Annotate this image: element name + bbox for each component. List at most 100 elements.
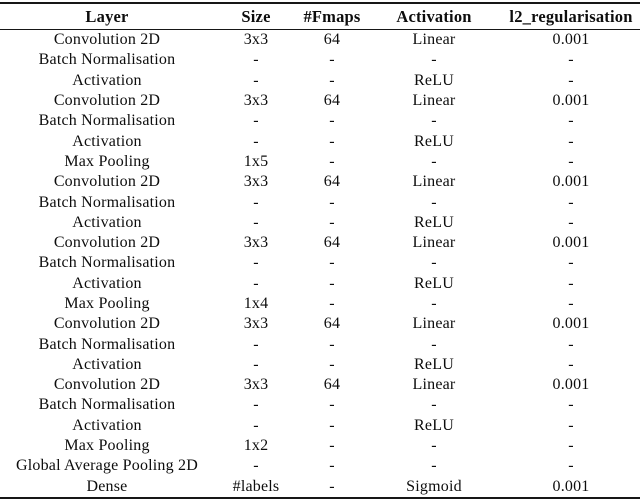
table-cell: Activation [72,71,142,89]
table-cell: Dense [86,477,128,495]
table-cell: - [329,213,335,231]
header-activation: Activation [366,3,502,30]
table-cell: - [253,396,259,414]
table-cell: 3x3 [243,92,269,110]
table-cell: Batch Normalisation [38,193,176,211]
table-cell: 1x4 [243,295,269,312]
table-cell: 3x3 [243,376,269,394]
table-cell: 64 [323,315,341,333]
table-cell: - [253,416,259,434]
table-cell: - [253,355,259,373]
table-cell: - [253,193,259,211]
table-cell: - [253,112,259,130]
table-row: Activation - - ReLU - [0,274,640,294]
table-cell: - [568,416,574,434]
table-cell: 64 [323,234,341,252]
table-cell: Linear [412,376,456,394]
table-cell: Activation [72,355,142,373]
table-cell: 3x3 [243,31,269,49]
table-cell: - [568,132,574,150]
table-row: Convolution 2D 3x3 64 Linear 0.001 [0,233,640,253]
table-cell: 0.001 [552,376,590,394]
table-cell: - [568,112,574,130]
table-cell: - [431,254,437,272]
table-cell: - [568,254,574,272]
table-cell: - [329,152,335,170]
table-cell: ReLU [414,274,454,292]
table-cell: Linear [412,234,456,252]
table-cell: 0.001 [552,315,590,333]
header-fmaps: #Fmaps [298,3,366,30]
table-row: Activation - - ReLU - [0,355,640,375]
table-cell: - [329,112,335,130]
table-cell: Global Average Pooling 2D [15,457,198,475]
table-cell: 64 [323,92,341,110]
table-row: Batch Normalisation - - - - [0,192,640,212]
table-cell: - [253,71,259,89]
table-cell: Batch Normalisation [38,335,176,353]
table-cell: - [431,396,437,414]
table-cell: Convolution 2D [53,173,161,191]
table-cell: - [329,254,335,272]
table-cell: - [431,193,437,211]
table-cell: Activation [72,274,142,292]
table-row: Convolution 2D 3x3 64 Linear 0.001 [0,314,640,334]
table-cell: - [431,295,437,312]
table-row: Batch Normalisation - - - - [0,50,640,70]
table-row: Activation - - ReLU - [0,131,640,151]
table-cell: Batch Normalisation [38,51,176,69]
table-cell: - [431,335,437,353]
table-cell: - [431,457,437,475]
table-row: Activation - - ReLU - [0,71,640,91]
table-row: Batch Normalisation - - - - [0,334,640,354]
table-cell: ReLU [414,71,454,89]
table-cell: - [568,193,574,211]
table-cell: - [568,152,574,170]
table-cell: Convolution 2D [53,92,161,110]
table-cell: 0.001 [552,234,590,252]
table-cell: - [253,274,259,292]
table-cell: Convolution 2D [53,315,161,333]
table-row: Batch Normalisation - - - - [0,111,640,131]
table-cell: - [329,477,335,495]
table-cell: Convolution 2D [53,234,161,252]
table-cell: 3x3 [243,173,269,191]
table-row: Global Average Pooling 2D - - - - [0,456,640,476]
table-cell: - [431,437,437,455]
table-cell: - [568,274,574,292]
table-cell: - [329,132,335,150]
table-row: Convolution 2D 3x3 64 Linear 0.001 [0,375,640,395]
table-row: Max Pooling 1x4 - - - [0,294,640,314]
table-cell: 1x5 [243,152,269,170]
table-cell: - [253,132,259,150]
table-cell: - [568,437,574,455]
table-cell: 0.001 [552,92,590,110]
table-cell: - [431,112,437,130]
table-row: Dense #labels - Sigmoid 0.001 [0,477,640,498]
table-cell: Max Pooling [64,295,150,312]
table-cell: 64 [323,376,341,394]
table-cell: Max Pooling [64,152,150,170]
table-cell: 0.001 [552,173,590,191]
table-cell: Linear [412,173,456,191]
table-cell: - [253,335,259,353]
header-layer: Layer [0,3,214,30]
table-cell: Convolution 2D [53,31,161,49]
table-row: Convolution 2D 3x3 64 Linear 0.001 [0,91,640,111]
table-cell: - [568,355,574,373]
table-row: Max Pooling 1x5 - - - [0,152,640,172]
table-cell: - [329,51,335,69]
table-cell: - [329,457,335,475]
table-cell: Batch Normalisation [38,254,176,272]
table-cell: - [329,295,335,312]
table-cell: - [253,213,259,231]
table-cell: 64 [323,173,341,191]
table-cell: ReLU [414,416,454,434]
table-cell: ReLU [414,213,454,231]
table-cell: - [568,335,574,353]
table-cell: - [329,416,335,434]
table-cell: - [329,71,335,89]
table-row: Batch Normalisation - - - - [0,395,640,415]
